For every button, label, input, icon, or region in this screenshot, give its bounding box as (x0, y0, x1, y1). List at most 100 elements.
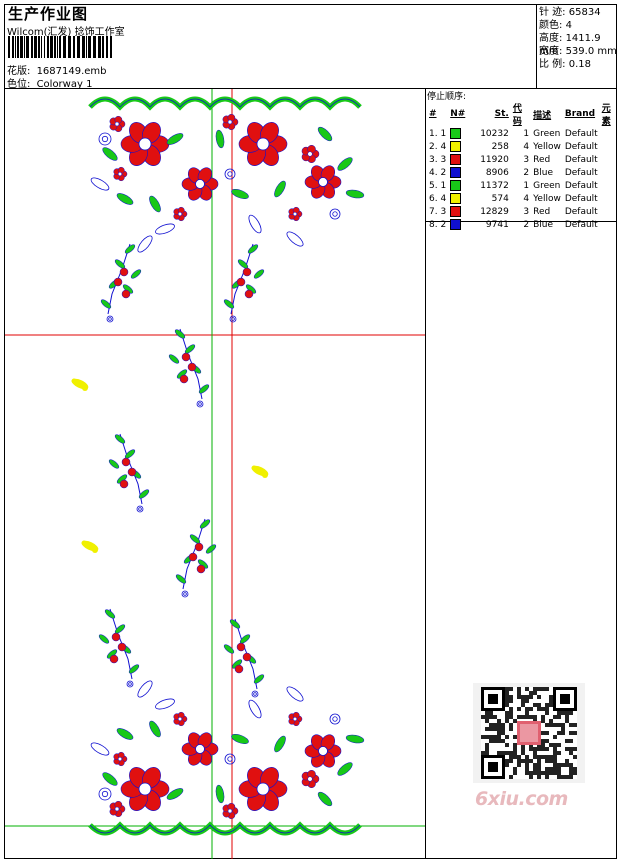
color-swatch-icon (450, 128, 462, 139)
colorway-value: Colorway 1 (36, 79, 93, 90)
stat-height: 高度: 1411.9 mm (539, 33, 601, 57)
stop-seq: 8. 2 (429, 219, 447, 230)
stop-code: 1 (523, 128, 530, 139)
stop-stitches: 8906 (485, 167, 509, 178)
stop-color-swatch (448, 218, 478, 231)
stop-code: 4 (523, 141, 530, 152)
stop-element (600, 192, 620, 205)
stop-stitches: 11920 (480, 154, 509, 165)
stop-table-divider (425, 221, 617, 222)
stop-color-swatch (448, 192, 478, 205)
stop-code: 2 (523, 219, 530, 230)
stop-color-swatch (448, 179, 478, 192)
stop-desc: Red (533, 154, 551, 165)
stop-brand: Default (564, 141, 598, 152)
stop-seq: 3. 3 (429, 154, 447, 165)
stat-stitches: 针 迹: 65834 (539, 7, 601, 18)
stop-stitches: 11372 (480, 180, 509, 191)
color-swatch-icon (450, 167, 462, 178)
stop-color-swatch (448, 140, 478, 153)
stop-brand: Default (564, 128, 598, 139)
stop-brand: Default (564, 167, 598, 178)
stop-code: 1 (523, 180, 530, 191)
color-swatch-icon (450, 154, 462, 165)
stop-stitches: 12829 (480, 206, 509, 217)
stat-colors: 颜色: 4 (539, 20, 572, 31)
color-swatch-icon (450, 141, 462, 152)
col-code: 代码 (512, 104, 522, 127)
col-seq: # (429, 109, 437, 119)
col-needle: N# (450, 109, 466, 119)
stop-desc: Yellow (533, 193, 561, 204)
panel-divider (425, 88, 426, 859)
design-canvas (5, 89, 425, 859)
stop-code: 4 (523, 193, 530, 204)
stop-stitches: 9741 (485, 219, 509, 230)
color-swatch-icon (450, 180, 462, 191)
stop-color-swatch (448, 153, 478, 166)
company-name: Wilcom(汇发) 捻饰工作室 (7, 27, 125, 38)
stop-row: 6. 4 574 4 Yellow Default (427, 192, 620, 205)
stop-brand: Default (564, 180, 598, 191)
stop-color-swatch (448, 166, 478, 179)
stop-element (600, 153, 620, 166)
stop-row: 2. 4 258 4 Yellow Default (427, 140, 620, 153)
stop-seq: 5. 1 (429, 180, 447, 191)
stop-code: 3 (523, 206, 530, 217)
stop-sequence-table: # N# St. 代码 描述 Brand 元素 1. 1 10232 1 Green D… (427, 101, 620, 231)
barcode (8, 36, 112, 58)
col-desc: 描述 (533, 110, 552, 121)
col-element: 元素 (601, 104, 611, 127)
page-frame (4, 4, 617, 859)
stop-element (600, 127, 620, 140)
design-value: 1687149.emb (36, 66, 107, 77)
colorway-label: 色位: (7, 79, 31, 90)
stop-element (600, 218, 620, 231)
stop-color-swatch (448, 127, 478, 140)
stop-stitches: 574 (491, 193, 509, 204)
stop-desc: Blue (533, 167, 554, 178)
stats-divider (536, 4, 537, 89)
stop-seq: 7. 3 (429, 206, 447, 217)
col-brand: Brand (564, 109, 596, 119)
stop-stitches: 10232 (480, 128, 509, 139)
stat-scale: 比 例: 0.18 (539, 59, 592, 70)
stop-desc: Green (533, 128, 561, 139)
stop-seq: 1. 1 (429, 128, 447, 139)
stat-width: 宽度: 539.0 mm (539, 46, 617, 57)
stop-seq: 4. 2 (429, 167, 447, 178)
color-swatch-icon (450, 206, 462, 217)
stop-row: 3. 3 11920 3 Red Default (427, 153, 620, 166)
stop-element (600, 166, 620, 179)
stop-row: 8. 2 9741 2 Blue Default (427, 218, 620, 231)
stop-element (600, 179, 620, 192)
stop-desc: Red (533, 206, 551, 217)
stop-brand: Default (564, 193, 598, 204)
stop-brand: Default (564, 154, 598, 165)
stop-element (600, 140, 620, 153)
stop-color-swatch (448, 205, 478, 218)
stop-row: 7. 3 12829 3 Red Default (427, 205, 620, 218)
stop-sequence-title: 停止顺序: (427, 92, 467, 102)
stop-row: 4. 2 8906 2 Blue Default (427, 166, 620, 179)
stop-stitches: 258 (491, 141, 509, 152)
design-line: 花版: 1687149.emb (7, 62, 107, 77)
page-title: 生产作业图 (8, 5, 89, 23)
stop-desc: Green (533, 180, 561, 191)
col-stitches: St. (494, 109, 509, 119)
stop-brand: Default (564, 206, 598, 217)
stop-seq: 6. 4 (429, 193, 447, 204)
stop-code: 2 (523, 167, 530, 178)
stop-element (600, 205, 620, 218)
design-label: 花版: (7, 66, 31, 77)
header-divider (4, 88, 617, 89)
qr-code (473, 683, 585, 783)
stop-table-header: # N# St. 代码 描述 Brand 元素 (427, 101, 620, 127)
colorway-line: 色位: Colorway 1 (7, 75, 92, 90)
stop-code: 3 (523, 154, 530, 165)
stop-row: 5. 1 11372 1 Green Default (427, 179, 620, 192)
stop-desc: Yellow (533, 141, 561, 152)
watermark-text: 6xiu.com (475, 788, 568, 810)
color-swatch-icon (450, 219, 462, 230)
stop-row: 1. 1 10232 1 Green Default (427, 127, 620, 140)
